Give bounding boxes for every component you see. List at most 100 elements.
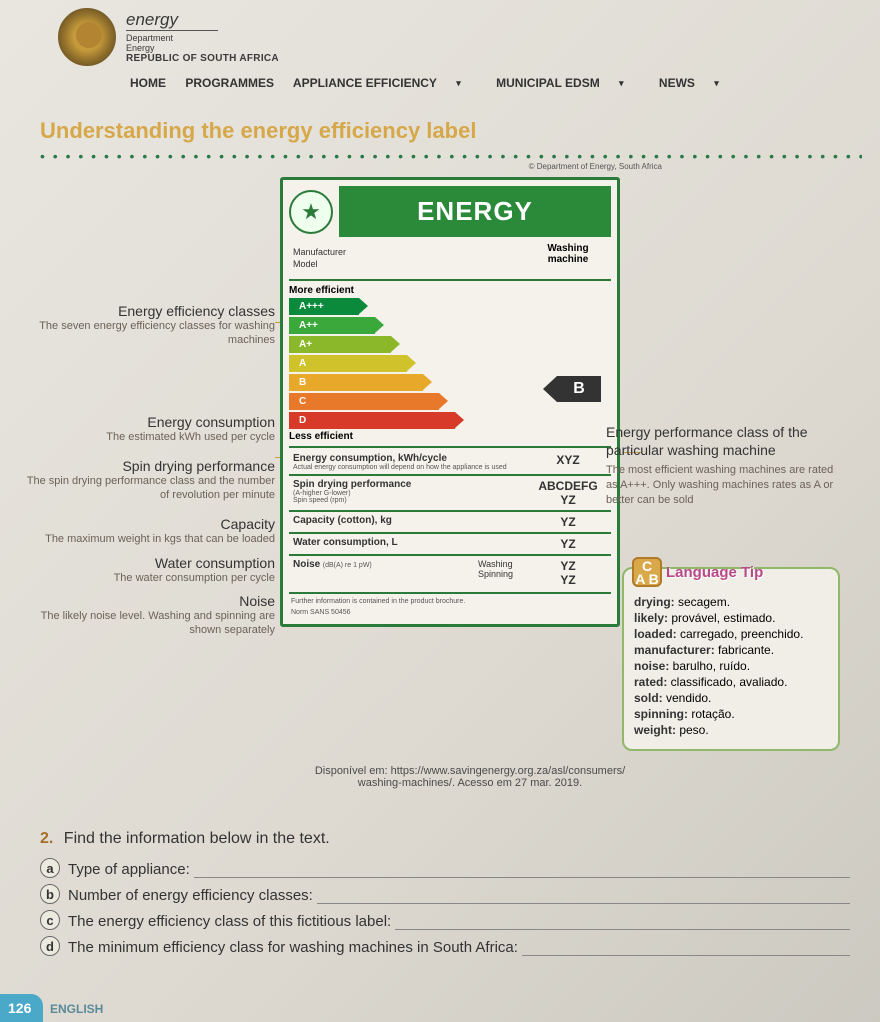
- lang-term: weight:: [634, 723, 676, 737]
- nav-programmes[interactable]: PROGRAMMES: [185, 76, 274, 90]
- row-energy-sub: Actual energy consumption will depend on…: [293, 464, 521, 471]
- lang-tip-item: manufacturer: fabricante.: [634, 643, 828, 657]
- lang-term: rated:: [634, 675, 667, 689]
- callout-noise: Noise The likely noise level. Washing an…: [20, 593, 275, 638]
- callout-energy-consumption: Energy consumption The estimated kWh use…: [20, 414, 275, 444]
- divider: [289, 279, 611, 281]
- left-callouts: Energy efficiency classes The seven ener…: [20, 303, 275, 652]
- lang-term: likely:: [634, 611, 668, 625]
- row-water-title: Water consumption, L: [289, 533, 525, 555]
- diagram-area: Energy efficiency classes The seven ener…: [0, 177, 862, 797]
- site-nav: HOME PROGRAMMES APPLIANCE EFFICIENCY ▾ M…: [0, 66, 862, 90]
- lang-tip-item: likely: provável, estimado.: [634, 611, 828, 625]
- callout-water: Water consumption The water consumption …: [20, 555, 275, 585]
- row-water-val: YZ: [525, 533, 611, 555]
- item-letter: c: [40, 910, 60, 930]
- dotted-divider: • • • • • • • • • • • • • • • • • • • • …: [0, 148, 862, 164]
- divider: [289, 592, 611, 594]
- row-energy-title: Energy consumption, kWh/cycle: [293, 453, 521, 464]
- chevron-down-icon: ▾: [456, 78, 461, 88]
- row-spin-sub1: (A-higher G-lower): [293, 490, 521, 497]
- callout-spin: Spin drying performance The spin drying …: [20, 458, 275, 503]
- exercise-item: c The energy efficiency class of this fi…: [40, 910, 850, 930]
- page-title: Understanding the energy efficiency labe…: [0, 90, 862, 148]
- page-subject: ENGLISH: [50, 1002, 103, 1016]
- dictionary-icon: CA B: [632, 557, 662, 587]
- lang-tip-item: rated: classificado, avaliado.: [634, 675, 828, 689]
- row-spin-sub2: Spin speed (rpm): [293, 497, 521, 504]
- lang-tip-item: spinning: rotação.: [634, 707, 828, 721]
- manufacturer-label: Manufacturer: [293, 247, 521, 257]
- item-text: The minimum efficiency class for washing…: [68, 939, 518, 956]
- nav-news[interactable]: NEWS ▾: [659, 76, 735, 90]
- class-arrow-c: C: [289, 393, 439, 410]
- row-cap-val: YZ: [525, 511, 611, 533]
- answer-line[interactable]: [317, 886, 850, 904]
- lang-tip-item: sold: vendido.: [634, 691, 828, 705]
- dept-line1: Department: [126, 33, 279, 43]
- question-number: 2.: [40, 830, 53, 847]
- row-cap-title: Capacity (cotton), kg: [289, 511, 525, 533]
- lang-term: loaded:: [634, 627, 677, 641]
- exercise-items: a Type of appliance:b Number of energy e…: [40, 858, 850, 956]
- republic-line: REPUBLIC OF SOUTH AFRICA: [126, 53, 279, 64]
- label-fields: Manufacturer Model: [289, 241, 525, 277]
- exercise-question: 2. Find the information below in the tex…: [40, 830, 850, 848]
- answer-line[interactable]: [395, 912, 850, 930]
- lang-term: spinning:: [634, 707, 688, 721]
- noise-washing: Washing: [478, 559, 513, 569]
- class-arrow-a2plus: A++: [289, 317, 375, 334]
- star-logo-icon: ★: [289, 190, 333, 234]
- sa-crest-icon: [58, 8, 116, 66]
- exercise-section: 2. Find the information below in the tex…: [40, 830, 850, 962]
- source-citation: Disponível em: https://www.savingenergy.…: [290, 765, 650, 789]
- item-text: Number of energy efficiency classes:: [68, 887, 313, 904]
- lang-term: sold:: [634, 691, 663, 705]
- nav-appliance[interactable]: APPLIANCE EFFICIENCY ▾: [293, 76, 477, 90]
- efficiency-block: More efficient A+++ A++ A+ A B C D B Les…: [289, 283, 611, 444]
- lang-tip-item: noise: barulho, ruído.: [634, 659, 828, 673]
- row-noise-val2: YZ: [529, 573, 607, 587]
- lang-term: manufacturer:: [634, 643, 715, 657]
- callout-performance-class: Energy performance class of the particul…: [606, 423, 836, 508]
- language-tip-badge: CA B Language Tip: [632, 557, 763, 587]
- callout-capacity: Capacity The maximum weight in kgs that …: [20, 516, 275, 546]
- nav-municipal[interactable]: MUNICIPAL EDSM ▾: [496, 76, 639, 90]
- page-number: 126: [0, 994, 43, 1022]
- label-footer2: Norm SANS 50456: [289, 607, 611, 618]
- dept-title: energy: [126, 10, 218, 31]
- more-efficient-label: More efficient: [289, 285, 611, 296]
- label-subhead: Manufacturer Model Washing machine: [289, 241, 611, 277]
- answer-line[interactable]: [194, 860, 850, 878]
- row-noise-sub: (dB(A) re 1 pW): [323, 562, 372, 569]
- gov-header: energy Department Energy REPUBLIC OF SOU…: [0, 6, 862, 66]
- callout-eff-classes: Energy efficiency classes The seven ener…: [20, 303, 275, 348]
- item-letter: d: [40, 936, 60, 956]
- label-footer1: Further information is contained in the …: [289, 596, 611, 607]
- less-efficient-label: Less efficient: [289, 431, 611, 442]
- row-spin-val1: ABCDEFG: [529, 479, 607, 493]
- header-text: energy Department Energy REPUBLIC OF SOU…: [126, 8, 279, 64]
- textbook-page: energy Department Energy REPUBLIC OF SOU…: [0, 0, 880, 1022]
- lang-tip-item: loaded: carregado, preenchido.: [634, 627, 828, 641]
- lang-tip-item: weight: peso.: [634, 723, 828, 737]
- divider: [289, 446, 611, 448]
- row-noise-val1: YZ: [529, 559, 607, 573]
- lang-tip-item: drying: secagem.: [634, 595, 828, 609]
- class-arrow-aplus: A+: [289, 336, 391, 353]
- class-arrow-d: D: [289, 412, 455, 429]
- answer-line[interactable]: [522, 938, 850, 956]
- dept-line2: Energy: [126, 43, 279, 53]
- chevron-down-icon: ▾: [619, 78, 624, 88]
- lang-term: drying:: [634, 595, 675, 609]
- class-arrow-a3plus: A+++: [289, 298, 359, 315]
- class-arrow-b: B: [289, 374, 423, 391]
- language-tip-title: Language Tip: [666, 564, 763, 581]
- nav-home[interactable]: HOME: [130, 76, 166, 90]
- exercise-item: d The minimum efficiency class for washi…: [40, 936, 850, 956]
- exercise-item: b Number of energy efficiency classes:: [40, 884, 850, 904]
- energy-banner: ENERGY: [339, 186, 611, 237]
- model-label: Model: [293, 259, 521, 269]
- lang-tip-items: drying: secagem. likely: provável, estima…: [634, 595, 828, 737]
- row-energy-val: XYZ: [525, 450, 611, 475]
